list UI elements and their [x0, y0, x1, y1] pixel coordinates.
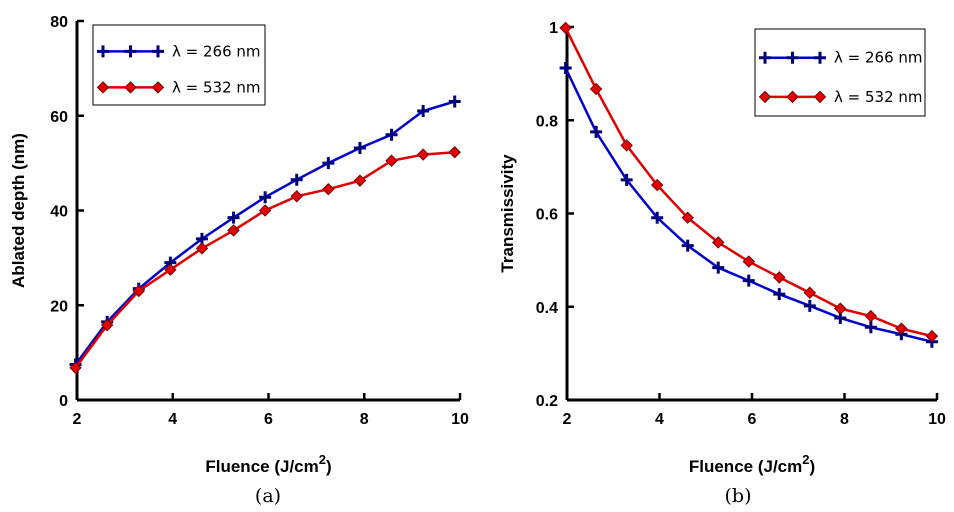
data-point [651, 211, 664, 224]
data-point [417, 105, 430, 118]
legend-marker [124, 81, 137, 94]
data-point [681, 211, 694, 224]
x-axis-title-end: ) [809, 457, 815, 476]
legend-marker [96, 81, 110, 94]
data-point [834, 302, 847, 315]
data-point [132, 284, 145, 298]
legend-marker [97, 45, 109, 58]
data-point [195, 242, 209, 255]
x-axis-title: Fluence (J/cm2) [205, 452, 331, 476]
y-axis-title: Transmissivity [498, 154, 517, 273]
data-point [773, 288, 786, 301]
legend-marker [786, 51, 799, 64]
data-point [559, 62, 572, 75]
x-tick-label: 2 [563, 411, 572, 428]
legend-marker [151, 81, 165, 94]
y-tick-label: 80 [50, 14, 68, 31]
x-tick-label: 4 [655, 411, 664, 428]
data-point [353, 174, 367, 187]
legend-label: λ = 532 nm [172, 78, 261, 96]
data-point [227, 224, 240, 237]
y-tick-label: 0 [59, 393, 68, 410]
legend-label: λ = 266 nm [172, 42, 261, 60]
legend-marker [814, 51, 826, 64]
x-axis-title-main: Fluence (J/cm [205, 457, 318, 476]
legend-marker [813, 90, 827, 104]
legend-marker [786, 90, 799, 104]
x-axis-title-end: ) [326, 457, 332, 476]
data-point [895, 322, 908, 335]
data-point [803, 286, 817, 299]
data-point [290, 190, 303, 203]
x-tick-label: 4 [168, 411, 177, 428]
series-line-532nm [74, 150, 455, 369]
legend-label: λ = 532 nm [834, 88, 923, 106]
y-tick-label: 0.2 [536, 393, 558, 410]
data-point [227, 211, 240, 224]
data-point [69, 361, 82, 374]
x-tick-label: 6 [748, 411, 757, 428]
y-tick-label: 1 [549, 20, 558, 37]
y-tick-label: 0.8 [536, 113, 558, 130]
data-point [559, 21, 572, 35]
data-point [650, 178, 664, 192]
data-point [803, 299, 816, 312]
series-line-266nm [74, 100, 456, 366]
data-point [322, 182, 335, 196]
data-point [448, 95, 461, 108]
y-tick-label: 20 [50, 298, 68, 315]
data-point [353, 141, 366, 154]
data-point [259, 191, 272, 204]
legend-marker [758, 90, 772, 104]
data-point [100, 318, 114, 332]
x-tick-label: 6 [264, 411, 273, 428]
legend-marker [152, 45, 164, 58]
x-tick-label: 10 [451, 411, 469, 428]
x-axis-title-main: Fluence (J/cm [689, 457, 802, 476]
y-tick-label: 40 [50, 204, 68, 221]
data-point [620, 173, 633, 186]
data-point [164, 263, 177, 276]
x-tick-label: 2 [73, 411, 82, 428]
legend-box [92, 24, 266, 106]
data-point [258, 204, 272, 217]
data-point [322, 157, 335, 170]
data-point [925, 329, 939, 343]
data-point [385, 128, 398, 141]
data-point [864, 321, 877, 334]
x-axis-title-sup: 2 [802, 452, 809, 467]
data-point [742, 255, 755, 268]
data-point [589, 82, 603, 96]
legend-marker [124, 45, 137, 58]
data-point [681, 239, 694, 252]
x-tick-label: 8 [840, 411, 849, 428]
data-point [712, 236, 725, 249]
y-tick-label: 0.6 [536, 207, 558, 224]
data-point [448, 146, 461, 159]
data-point [290, 173, 303, 186]
x-axis-title-sup: 2 [319, 452, 326, 467]
x-tick-label: 8 [360, 411, 369, 428]
data-point [864, 309, 878, 323]
data-point [385, 154, 398, 167]
y-axis-title: Ablated depth (nm) [9, 133, 28, 288]
data-point [590, 125, 603, 138]
legend-box [754, 28, 926, 117]
data-point [742, 274, 755, 287]
data-point [620, 139, 633, 152]
panel-caption: (a) [255, 485, 281, 507]
y-tick-label: 60 [50, 109, 68, 126]
data-point [712, 261, 725, 274]
x-axis-title: Fluence (J/cm2) [689, 452, 815, 476]
y-tick-label: 0.4 [536, 300, 558, 317]
data-point [416, 148, 430, 161]
legend-marker [759, 51, 771, 64]
x-tick-label: 10 [928, 411, 946, 428]
legend-label: λ = 266 nm [834, 49, 923, 67]
data-point [773, 271, 786, 284]
panel-caption: (b) [725, 485, 752, 507]
